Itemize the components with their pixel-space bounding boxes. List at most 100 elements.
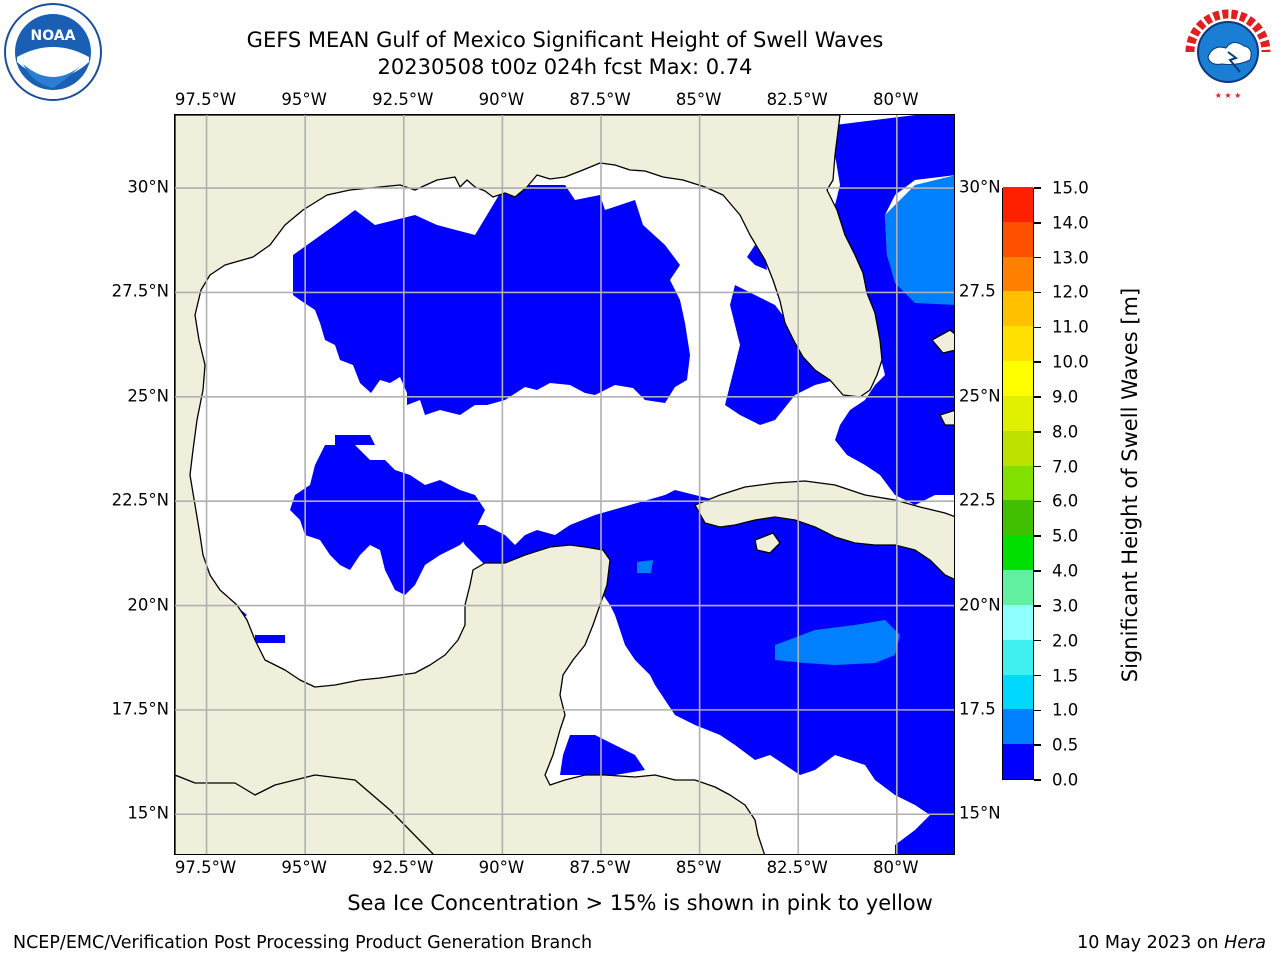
colorbar-tick-mark xyxy=(1034,326,1041,329)
colorbar-tick-mark xyxy=(1034,535,1041,537)
lon-tick-label: 85°W xyxy=(675,90,722,109)
colorbar-tick-mark xyxy=(1034,674,1041,677)
colorbar-segment xyxy=(1003,430,1033,466)
map-grid xyxy=(175,115,954,854)
footer-date: 10 May 2023 on Hera xyxy=(1077,933,1266,953)
lon-tick-label: 85°W xyxy=(675,858,722,877)
colorbar-tick-mark xyxy=(1034,361,1041,363)
lat-tick-label: 20°N xyxy=(127,595,169,615)
colorbar-tick-label: 4.0 xyxy=(1052,561,1079,581)
colorbar-segment xyxy=(1003,569,1033,605)
lon-tick-label: 87.5°W xyxy=(569,858,631,877)
colorbar-tick-label: 14.0 xyxy=(1052,213,1089,233)
colorbar-tick-label: 3.0 xyxy=(1052,596,1079,616)
lon-tick-label: 95°W xyxy=(281,858,327,877)
lon-tick-label: 80°W xyxy=(873,858,919,877)
colorbar-tick-label: 0.0 xyxy=(1052,770,1079,790)
lon-tick-label: 82.5°W xyxy=(766,858,828,877)
lon-tick-label: 82.5°W xyxy=(766,90,828,109)
lat-tick-label-right: 22.5 xyxy=(959,490,996,510)
footnote-text: Sea Ice Concentration > 15% is shown in … xyxy=(347,891,933,915)
colorbar-segment xyxy=(1003,465,1033,501)
colorbar-segment xyxy=(1003,256,1033,292)
svg-text:★ ★ ★: ★ ★ ★ xyxy=(1215,91,1242,100)
lat-tick-label-right: 30°N xyxy=(959,177,1001,197)
footer-credit: NCEP/EMC/Verification Post Processing Pr… xyxy=(13,933,593,953)
colorbar-tick-label: 1.0 xyxy=(1052,700,1079,720)
colorbar-tick-mark xyxy=(1034,396,1041,398)
chart-subtitle: 20230508 t00z 024h fcst Max: 0.74 xyxy=(377,55,753,79)
colorbar-segment xyxy=(1003,186,1033,222)
swell-map xyxy=(175,115,954,854)
lat-tick-label-right: 15°N xyxy=(959,803,1001,823)
colorbar-tick-mark xyxy=(1034,500,1041,503)
colorbar-tick-label: 2.0 xyxy=(1052,631,1079,651)
colorbar-tick-label: 1.5 xyxy=(1052,666,1079,686)
colorbar-tick-label: 11.0 xyxy=(1052,317,1089,337)
lon-tick-label: 92.5°W xyxy=(372,858,434,877)
lat-tick-label: 22.5°N xyxy=(111,490,169,510)
land-us xyxy=(175,115,883,854)
lat-tick-label: 17.5°N xyxy=(111,699,169,719)
lat-tick-label: 25°N xyxy=(127,386,169,406)
colorbar-segment xyxy=(1003,290,1033,327)
map-panel xyxy=(174,114,955,855)
colorbar-tick-mark xyxy=(1034,222,1041,224)
colorbar-tick-label: 6.0 xyxy=(1052,491,1079,511)
swell-band-mid xyxy=(637,175,954,665)
colorbar-segment xyxy=(1003,674,1033,710)
colorbar-tick-mark xyxy=(1034,605,1041,607)
lat-tick-label: 30°N xyxy=(127,177,169,197)
colorbar-segment xyxy=(1003,325,1033,362)
footer-date-text: 10 May 2023 on xyxy=(1077,933,1225,953)
colorbar-label: Significant Height of Swell Waves [m] xyxy=(1118,287,1142,683)
lon-tick-label: 80°W xyxy=(873,90,919,109)
colorbar-tick-label: 7.0 xyxy=(1052,457,1079,477)
land-masses xyxy=(175,115,954,854)
lon-tick-label: 97.5°W xyxy=(174,90,237,109)
footer-host: Hera xyxy=(1224,933,1266,953)
lat-tick-label-right: 20°N xyxy=(959,595,1001,615)
colorbar-segment xyxy=(1003,743,1033,779)
lon-tick-label: 90°W xyxy=(478,858,525,877)
swell-band-low xyxy=(233,115,954,854)
lat-tick-label-right: 17.5 xyxy=(959,699,996,719)
nws-logo-icon: ★ ★ ★ xyxy=(1181,5,1275,100)
lat-tick-label: 27.5°N xyxy=(111,281,169,301)
colorbar-segment xyxy=(1003,534,1033,571)
colorbar-tick-label: 0.5 xyxy=(1052,735,1079,755)
lon-tick-label: 87.5°W xyxy=(569,90,631,109)
colorbar-tick-mark xyxy=(1034,709,1041,712)
colorbar-tick-label: 9.0 xyxy=(1052,387,1079,407)
colorbar-tick-mark xyxy=(1034,639,1041,642)
lon-tick-label: 95°W xyxy=(281,90,327,109)
colorbar-segment xyxy=(1003,360,1033,396)
noaa-logo-icon: NOAA xyxy=(4,3,102,101)
colorbar-segment xyxy=(1003,499,1033,536)
lat-tick-label: 15°N xyxy=(127,803,169,823)
lat-tick-label-right: 27.5 xyxy=(959,281,996,301)
colorbar-segment xyxy=(1003,708,1033,745)
colorbar-segment xyxy=(1003,639,1033,675)
colorbar-segment xyxy=(1003,221,1033,257)
colorbar xyxy=(1002,186,1034,780)
noaa-logo-text: NOAA xyxy=(31,28,76,44)
colorbar-tick-mark xyxy=(1034,187,1041,189)
colorbar-tick-mark xyxy=(1034,465,1041,468)
colorbar-tick-mark xyxy=(1034,744,1041,746)
colorbar-tick-mark xyxy=(1034,779,1041,781)
colorbar-tick-label: 8.0 xyxy=(1052,422,1079,442)
colorbar-segment xyxy=(1003,395,1033,431)
colorbar-segment xyxy=(1003,604,1033,640)
colorbar-tick-label: 5.0 xyxy=(1052,526,1079,546)
colorbar-tick-label: 15.0 xyxy=(1052,178,1089,198)
land-cuba xyxy=(694,480,954,580)
lat-tick-label-right: 25°N xyxy=(959,386,1001,406)
colorbar-tick-mark xyxy=(1034,291,1041,294)
colorbar-tick-mark xyxy=(1034,256,1041,259)
lon-tick-label: 92.5°W xyxy=(372,90,434,109)
colorbar-tick-label: 13.0 xyxy=(1052,248,1089,268)
colorbar-tick-label: 10.0 xyxy=(1052,352,1089,372)
colorbar-tick-mark xyxy=(1034,570,1041,572)
lon-tick-label: 97.5°W xyxy=(174,858,237,877)
